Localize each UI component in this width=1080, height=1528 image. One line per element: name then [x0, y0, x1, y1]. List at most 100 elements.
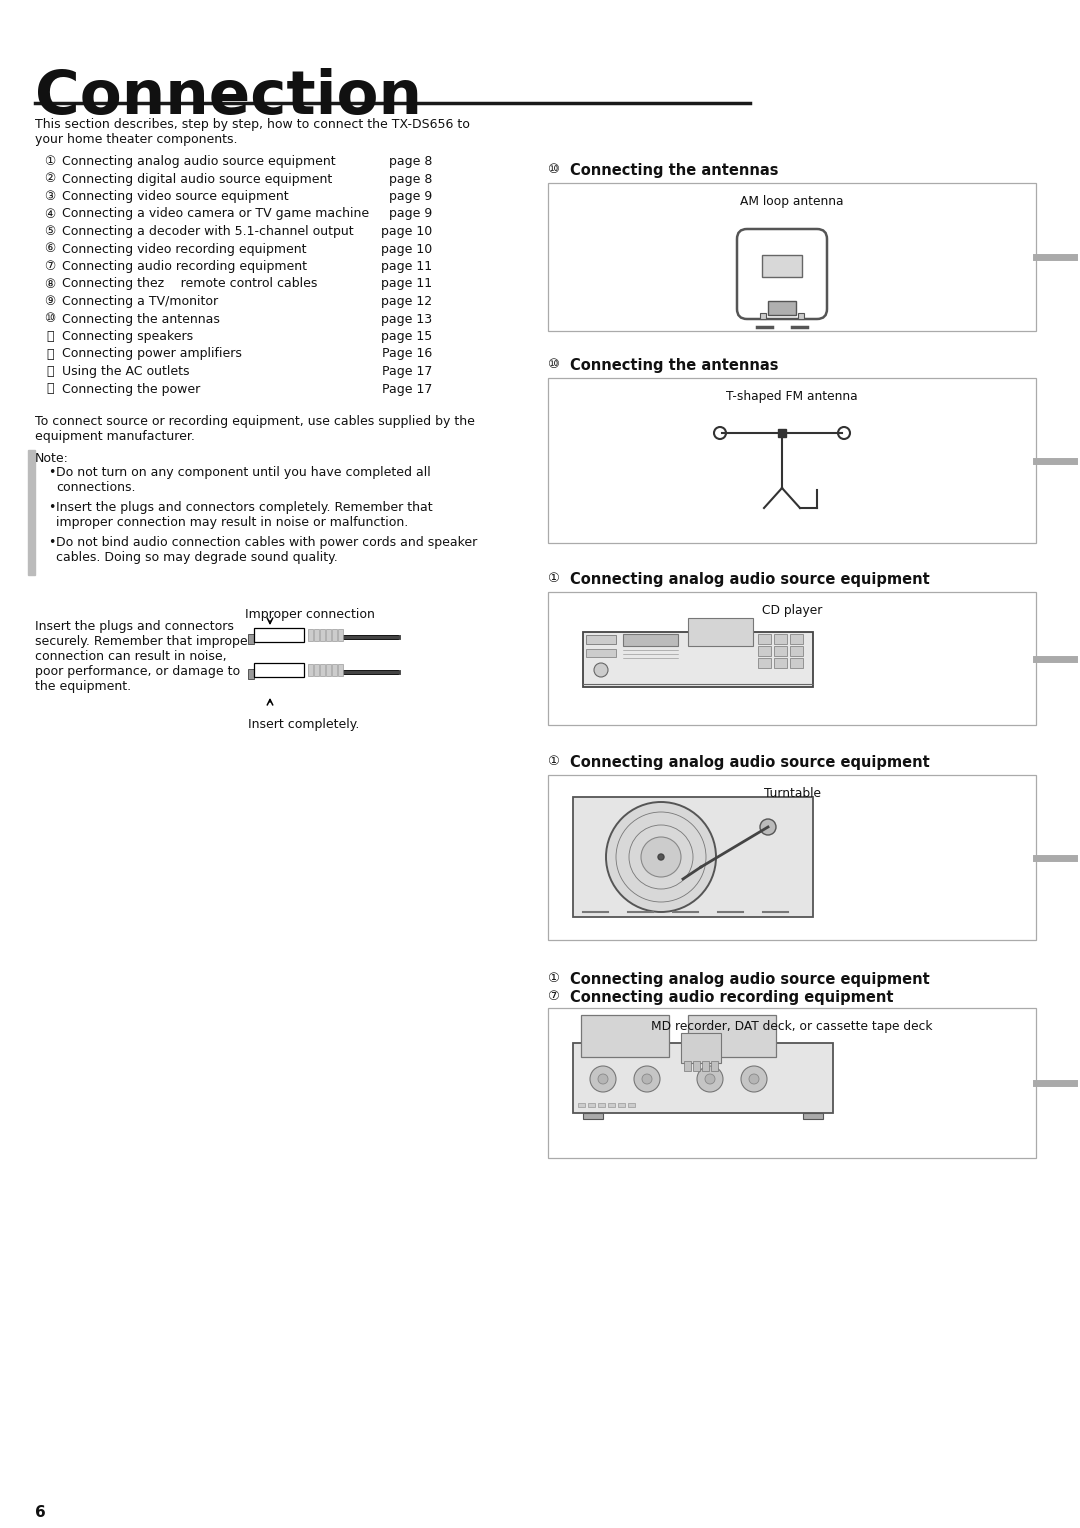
Bar	[778, 429, 786, 437]
Bar	[573, 798, 813, 917]
Text: 6: 6	[35, 1505, 45, 1520]
Text: Connecting the antennas: Connecting the antennas	[62, 313, 220, 325]
Bar	[320, 630, 325, 642]
Bar	[548, 1008, 1036, 1158]
Text: Connecting video recording equipment: Connecting video recording equipment	[62, 243, 307, 255]
Text: page 12: page 12	[381, 295, 432, 309]
Text: CD player: CD player	[761, 604, 822, 617]
Text: Connecting audio recording equipment: Connecting audio recording equipment	[570, 990, 893, 1005]
Text: page 9: page 9	[389, 189, 432, 203]
Bar	[578, 1103, 585, 1106]
Text: ⑥: ⑥	[44, 243, 56, 255]
Text: page 9: page 9	[389, 208, 432, 220]
Text: •: •	[48, 536, 55, 549]
Text: Connection: Connection	[35, 69, 422, 127]
Circle shape	[598, 1074, 608, 1083]
Text: ①: ①	[548, 755, 568, 769]
Circle shape	[714, 426, 726, 439]
Text: Insert the plugs and connectors completely. Remember that
improper connection ma: Insert the plugs and connectors complete…	[56, 501, 433, 529]
Bar	[573, 1044, 833, 1112]
Bar	[314, 665, 319, 675]
Text: page 8: page 8	[389, 154, 432, 168]
Text: Connecting digital audio source equipment: Connecting digital audio source equipmen…	[62, 173, 333, 185]
Circle shape	[760, 819, 777, 834]
Bar	[248, 634, 254, 643]
Text: ⑩: ⑩	[548, 358, 568, 371]
Text: Connecting a TV/monitor: Connecting a TV/monitor	[62, 295, 218, 309]
Text: Connecting the antennas: Connecting the antennas	[570, 358, 779, 373]
Text: AM loop antenna: AM loop antenna	[740, 196, 843, 208]
Bar	[623, 634, 678, 646]
FancyBboxPatch shape	[737, 229, 827, 319]
Text: Note:: Note:	[35, 452, 69, 465]
Text: Turntable: Turntable	[764, 787, 821, 801]
Text: Connecting the antennas: Connecting the antennas	[570, 163, 779, 177]
Circle shape	[658, 854, 664, 860]
Text: Connecting a video camera or TV game machine: Connecting a video camera or TV game mac…	[62, 208, 369, 220]
Text: •: •	[48, 501, 55, 513]
Bar	[789, 646, 804, 656]
Bar	[702, 1060, 708, 1071]
Text: Do not turn on any component until you have completed all
connections.: Do not turn on any component until you h…	[56, 466, 431, 494]
Text: page 13: page 13	[381, 313, 432, 325]
Text: •: •	[48, 466, 55, 478]
Bar	[338, 665, 343, 675]
Bar	[548, 183, 1036, 332]
Text: ⑧: ⑧	[44, 278, 56, 290]
Circle shape	[741, 1067, 767, 1093]
Text: Connecting analog audio source equipment: Connecting analog audio source equipment	[570, 571, 930, 587]
Text: Do not bind audio connection cables with power cords and speaker
cables. Doing s: Do not bind audio connection cables with…	[56, 536, 477, 564]
Text: ④: ④	[44, 208, 56, 220]
Text: ⑤: ⑤	[44, 225, 56, 238]
Text: ③: ③	[44, 189, 56, 203]
Text: ①: ①	[548, 571, 568, 585]
Bar	[774, 659, 787, 668]
Text: page 10: page 10	[381, 225, 432, 238]
Bar	[308, 630, 313, 642]
Text: Page 17: Page 17	[381, 365, 432, 377]
Text: Improper connection: Improper connection	[245, 608, 375, 620]
Text: MD recorder, DAT deck, or cassette tape deck: MD recorder, DAT deck, or cassette tape …	[651, 1021, 933, 1033]
Bar	[760, 313, 766, 319]
Bar	[789, 659, 804, 668]
Bar	[688, 617, 753, 646]
Bar	[774, 634, 787, 643]
Circle shape	[642, 837, 681, 877]
Bar	[711, 1060, 718, 1071]
Text: ⑨: ⑨	[44, 295, 56, 309]
Text: Connecting speakers: Connecting speakers	[62, 330, 193, 342]
Bar	[586, 649, 616, 657]
Bar	[762, 255, 802, 277]
Bar	[798, 313, 804, 319]
Circle shape	[697, 1067, 723, 1093]
Text: Connecting analog audio source equipment: Connecting analog audio source equipment	[62, 154, 336, 168]
Bar	[774, 646, 787, 656]
Bar	[598, 1103, 605, 1106]
Bar	[681, 1033, 721, 1063]
Bar	[804, 1112, 823, 1118]
Bar	[548, 775, 1036, 940]
Text: page 8: page 8	[389, 173, 432, 185]
Text: Connecting a decoder with 5.1-channel output: Connecting a decoder with 5.1-channel ou…	[62, 225, 353, 238]
Bar	[583, 633, 813, 688]
Text: Connecting analog audio source equipment: Connecting analog audio source equipment	[570, 755, 930, 770]
Bar	[548, 591, 1036, 724]
Bar	[693, 1060, 700, 1071]
Text: Page 17: Page 17	[381, 382, 432, 396]
Bar	[548, 377, 1036, 542]
Circle shape	[594, 663, 608, 677]
Bar	[248, 669, 254, 678]
Bar	[332, 630, 337, 642]
Text: ⑦: ⑦	[548, 990, 568, 1002]
Circle shape	[838, 426, 850, 439]
Bar	[254, 628, 303, 642]
Text: ②: ②	[44, 173, 56, 185]
Bar	[28, 451, 35, 575]
Text: ⑩: ⑩	[548, 163, 568, 176]
Bar	[326, 630, 330, 642]
Bar	[758, 646, 771, 656]
Text: Insert completely.: Insert completely.	[248, 718, 360, 730]
Bar	[684, 1060, 691, 1071]
Bar	[320, 665, 325, 675]
Bar	[758, 659, 771, 668]
